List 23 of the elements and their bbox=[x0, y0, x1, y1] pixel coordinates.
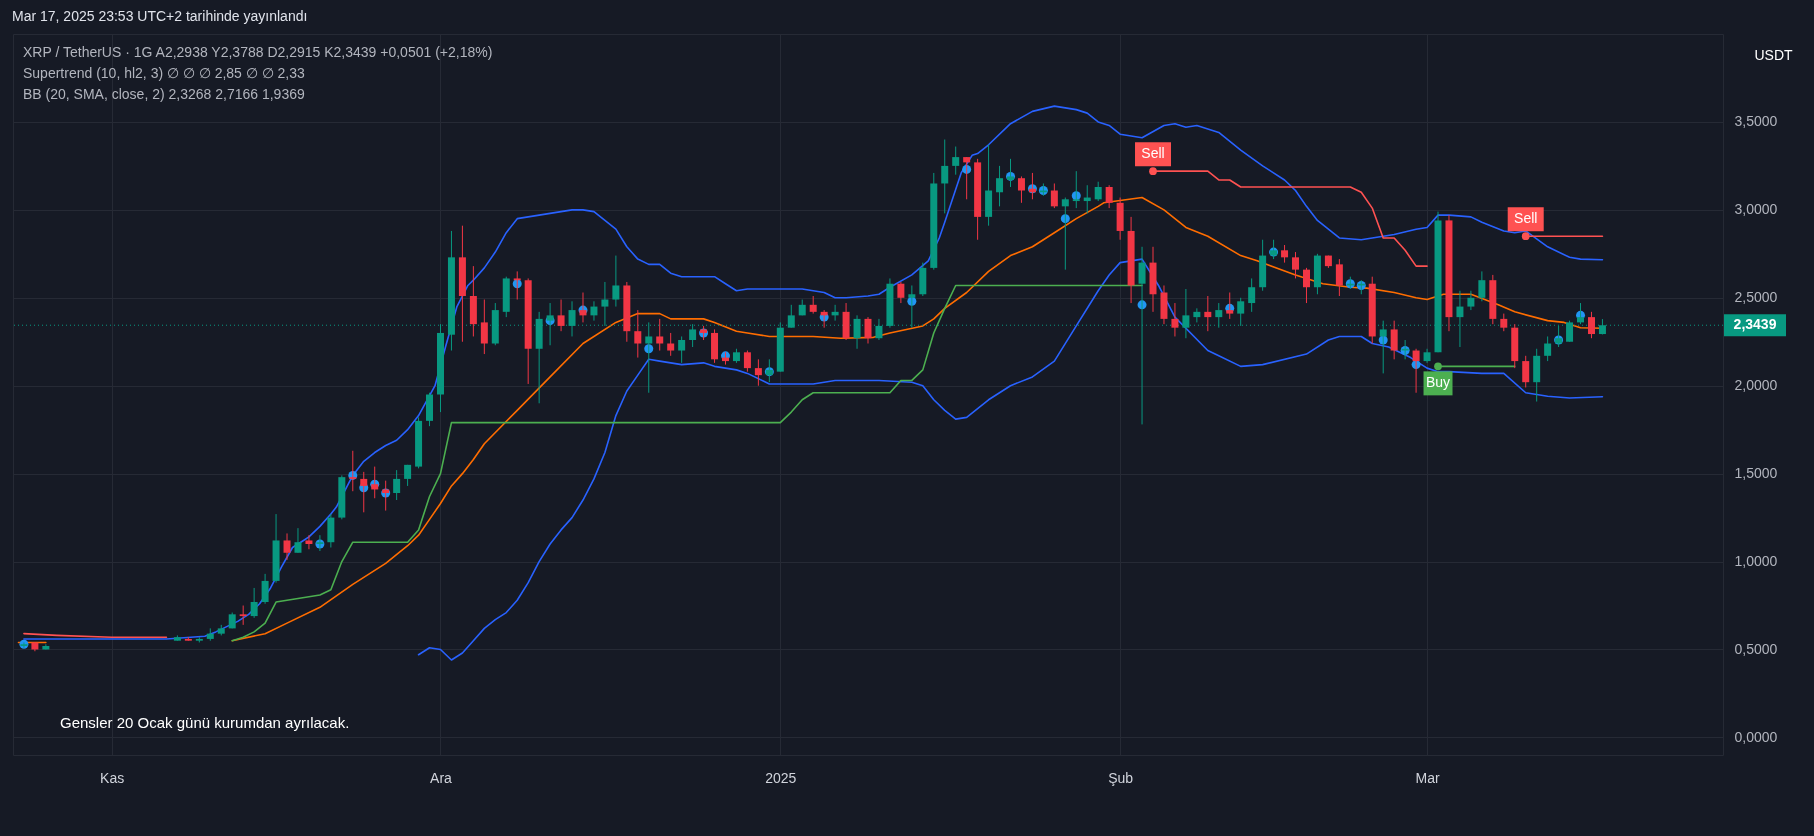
annotation: Sell bbox=[1141, 145, 1165, 162]
text: BB (20, SMA, close, 2) 2,3268 2,7166 1,9369 bbox=[23, 86, 305, 102]
y-tick-label: 0,5000 bbox=[1734, 640, 1778, 657]
x-tick-label: Şub bbox=[1108, 769, 1134, 786]
ref-line-label: 2,3439 bbox=[1733, 316, 1777, 333]
y-tick-label: 1,5000 bbox=[1734, 465, 1778, 482]
y-tick-label: 1,0000 bbox=[1734, 553, 1778, 570]
x-tick-label: 2025 bbox=[765, 769, 797, 786]
x-tick-label: Mar bbox=[1415, 769, 1440, 786]
y-tick-label: 2,0000 bbox=[1734, 377, 1778, 394]
annotation: Gensler 20 Ocak günü kurumdan ayrılacak. bbox=[60, 714, 350, 731]
x-tick-label: Kas bbox=[100, 769, 125, 786]
text: Supertrend (10, hl2, 3) ∅ ∅ ∅ 2,85 ∅ ∅ 2,33 bbox=[23, 65, 305, 81]
x-tick-label: Ara bbox=[430, 769, 453, 786]
chart-title: Mar 17, 2025 23:53 UTC+2 tarihinde yayınlandı bbox=[12, 8, 308, 24]
y-tick-label: 0,0000 bbox=[1734, 728, 1778, 745]
y-tick-label: 2,5000 bbox=[1734, 289, 1778, 306]
annotation: Buy bbox=[1425, 374, 1451, 391]
y-tick-label: 3,5000 bbox=[1734, 113, 1778, 130]
annotation: Sell bbox=[1514, 210, 1538, 227]
y-axis-title: USDT bbox=[1754, 46, 1793, 63]
text: XRP / TetherUS · 1G A2,2938 Y2,3788 D2,2915 K2,3439 +0,0501 (+2,18%) bbox=[23, 44, 493, 60]
y-tick-label: 3,0000 bbox=[1734, 201, 1778, 218]
